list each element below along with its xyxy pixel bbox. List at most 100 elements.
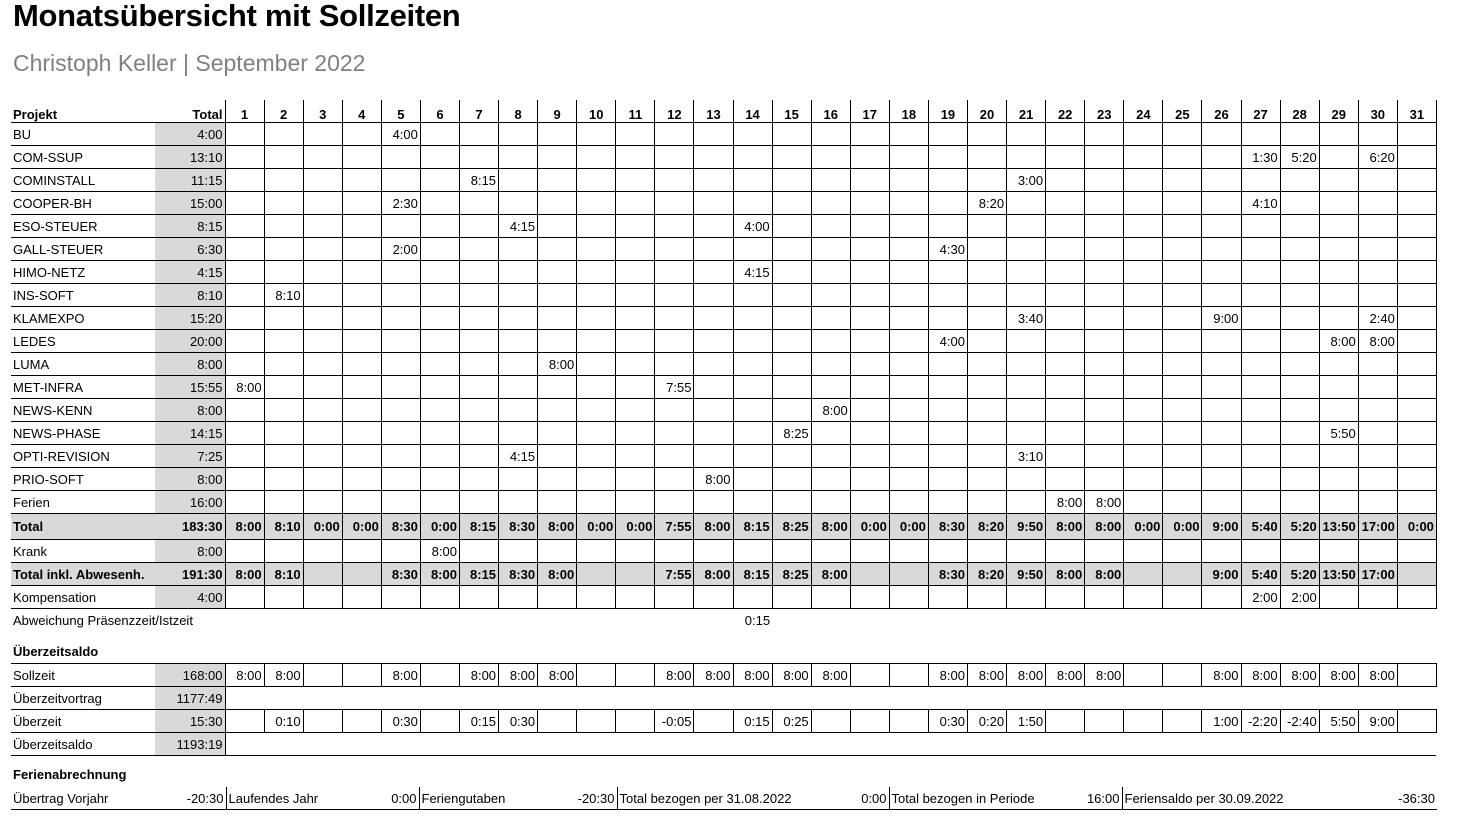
day-cell xyxy=(1201,329,1242,353)
day-cell xyxy=(1162,122,1203,146)
day-cell xyxy=(420,709,460,733)
day-cell xyxy=(1006,490,1047,514)
day-cell xyxy=(264,375,304,399)
day-cell: 13:50 xyxy=(1319,513,1359,540)
day-cell xyxy=(1241,375,1281,399)
day-cell: 8:00 xyxy=(459,663,500,687)
row-label: GALL-STEUER xyxy=(11,237,155,261)
day-cell xyxy=(1358,260,1398,284)
day-cell xyxy=(772,214,812,238)
day-cell xyxy=(1123,283,1164,307)
day-cell xyxy=(459,283,500,307)
day-cell xyxy=(1162,490,1203,514)
day-cell xyxy=(1162,145,1203,169)
day-cell xyxy=(1006,467,1047,491)
day-cell xyxy=(1358,732,1398,756)
day-cell xyxy=(1201,421,1242,445)
day-cell xyxy=(498,398,539,422)
day-cell xyxy=(850,562,890,586)
day-cell xyxy=(967,283,1008,307)
row-label: Total xyxy=(11,513,155,540)
day-cell xyxy=(1123,709,1164,733)
day-cell xyxy=(264,444,304,468)
row-label: BU xyxy=(11,122,155,146)
day-cell xyxy=(1319,585,1359,609)
day-cell xyxy=(811,329,851,353)
day-cell xyxy=(342,168,382,192)
day-cell xyxy=(1162,214,1203,238)
header-day: 20 xyxy=(967,100,1008,123)
day-cell xyxy=(1241,609,1280,632)
day-cell xyxy=(733,191,773,215)
day-cell: 0:00 xyxy=(303,513,343,540)
day-cell xyxy=(264,686,304,710)
row-total: 14:15 xyxy=(155,421,226,445)
day-cell xyxy=(693,329,734,353)
day-cell xyxy=(1201,260,1242,284)
day-cell xyxy=(615,562,656,586)
vacation-title: Ferienabrechnung xyxy=(13,767,127,782)
day-cell xyxy=(342,539,382,563)
day-cell xyxy=(420,609,459,632)
day-cell xyxy=(1045,329,1086,353)
day-cell xyxy=(1084,375,1125,399)
day-cell xyxy=(1123,444,1164,468)
day-cell xyxy=(1280,467,1320,491)
day-cell xyxy=(654,306,695,330)
total-absence-row: Total inkl. Abwesenh. 191:30 8:00 8:10 8:30 8… xyxy=(11,562,1437,586)
header-day: 27 xyxy=(1241,100,1281,123)
day-cell xyxy=(733,352,773,376)
day-cell xyxy=(459,490,500,514)
day-cell xyxy=(733,585,773,609)
day-cell xyxy=(1045,732,1085,756)
header-day: 10 xyxy=(576,100,617,123)
day-cell xyxy=(850,145,890,169)
day-cell xyxy=(654,122,695,146)
day-cell xyxy=(733,467,773,491)
day-cell xyxy=(342,444,382,468)
day-cell: 8:00 xyxy=(811,562,851,586)
day-cell xyxy=(1084,539,1125,563)
day-cell xyxy=(1201,539,1242,563)
day-cell xyxy=(1045,145,1086,169)
day-cell xyxy=(225,283,265,307)
day-cell xyxy=(615,283,656,307)
day-cell xyxy=(576,467,617,491)
day-cell xyxy=(1280,191,1320,215)
day-cell xyxy=(1162,352,1203,376)
row-label: LEDES xyxy=(11,329,155,353)
row-total: 15:30 xyxy=(155,709,226,733)
day-cell xyxy=(498,191,539,215)
day-cell xyxy=(420,214,460,238)
vacation-value: 0:00 xyxy=(802,787,890,810)
day-cell xyxy=(342,237,382,261)
day-cell xyxy=(1084,352,1125,376)
day-cell xyxy=(772,732,812,756)
header-day: 15 xyxy=(772,100,812,123)
day-cell xyxy=(264,329,304,353)
day-cell xyxy=(772,329,812,353)
day-cell xyxy=(967,490,1008,514)
day-cell: -2:40 xyxy=(1280,709,1320,733)
day-cell xyxy=(615,467,656,491)
day-cell xyxy=(303,709,343,733)
day-cell: 4:00 xyxy=(928,329,968,353)
day-cell: -0:05 xyxy=(654,709,695,733)
day-cell: 8:00 xyxy=(537,513,578,540)
day-cell xyxy=(1319,214,1359,238)
project-row: Ferien 16:00 8:00 8:00 xyxy=(11,490,1437,514)
day-cell xyxy=(459,352,500,376)
day-cell xyxy=(1397,191,1437,215)
overtime-title: Überzeitsaldo xyxy=(11,639,1437,664)
day-cell xyxy=(1045,260,1086,284)
row-label: Ferien xyxy=(11,490,155,514)
day-cell xyxy=(225,145,265,169)
day-cell xyxy=(1084,168,1125,192)
day-cell xyxy=(733,306,773,330)
day-cell xyxy=(225,214,265,238)
day-cell xyxy=(459,122,500,146)
day-cell xyxy=(1006,191,1047,215)
day-cell: 8:10 xyxy=(264,513,304,540)
day-cell xyxy=(1045,444,1086,468)
day-cell xyxy=(889,237,929,261)
